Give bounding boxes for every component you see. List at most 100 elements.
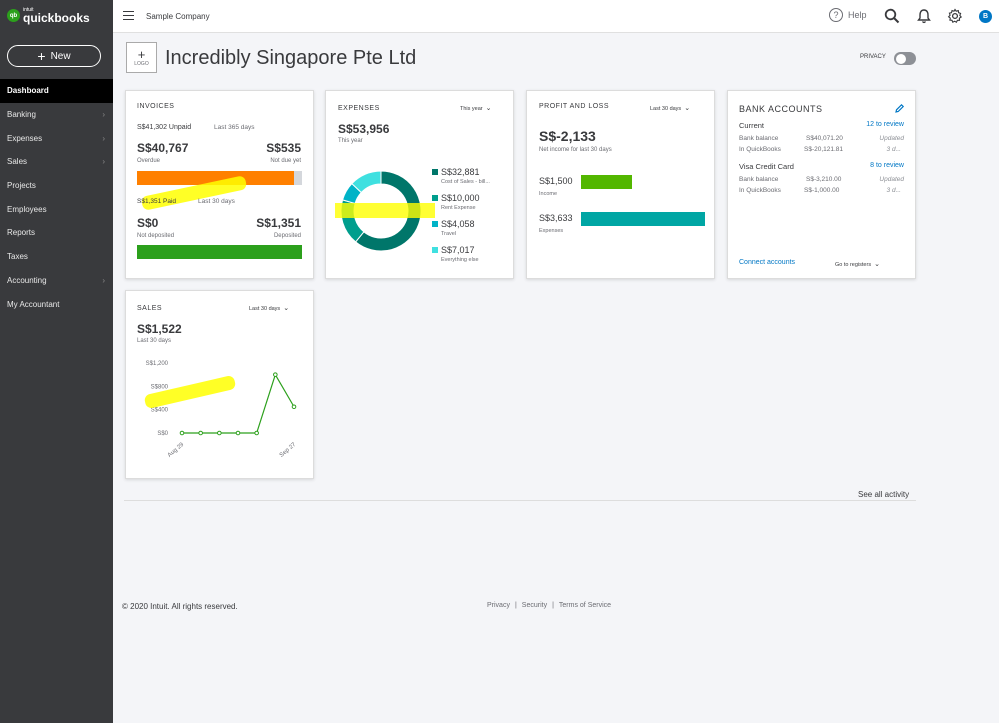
sidebar-item-label: Reports — [7, 228, 36, 238]
expenses-period: This year — [460, 106, 483, 112]
connect-accounts-link[interactable]: Connect accounts — [739, 259, 796, 266]
expenses-title: EXPENSES — [338, 105, 380, 112]
legend-swatch — [432, 247, 438, 253]
privacy-label: PRIVACY — [860, 54, 886, 60]
quickbooks-logo[interactable]: qb intuit quickbooks — [7, 7, 90, 25]
account-name[interactable]: Visa Credit Card — [739, 162, 794, 171]
footer-separator: | — [552, 602, 554, 609]
user-avatar[interactable]: B — [979, 10, 992, 23]
invoices-overdue-amount[interactable]: S$40,767 — [137, 141, 189, 155]
profit-loss-title: PROFIT AND LOSS — [539, 103, 609, 110]
bank-accounts-title: BANK ACCOUNTS — [739, 104, 823, 114]
expenses-total: S$53,956 — [338, 122, 390, 136]
gear-icon[interactable] — [947, 8, 963, 24]
review-link[interactable]: 12 to review — [866, 121, 904, 128]
search-icon[interactable] — [884, 8, 900, 24]
sidebar-item-label: Expenses — [7, 133, 43, 143]
y-tick-label: S$800 — [151, 384, 169, 390]
sidebar-item-employees[interactable]: Employees — [0, 197, 113, 221]
help-label: Help — [848, 10, 867, 20]
donut-slice[interactable] — [351, 170, 382, 194]
legend-label: Cost of Sales - bill... — [441, 179, 490, 185]
legend-amount[interactable]: S$10,000 — [441, 193, 480, 203]
footer-link[interactable]: Privacy — [487, 602, 510, 609]
sales-total: S$1,522 — [137, 322, 182, 336]
sidebar-item-expenses[interactable]: Expenses › — [0, 126, 113, 150]
invoices-deposited-amount[interactable]: S$1,351 — [256, 216, 301, 230]
new-button[interactable]: + New — [7, 45, 101, 67]
data-point[interactable] — [235, 430, 241, 436]
pencil-icon[interactable] — [894, 103, 905, 114]
legend-amount[interactable]: S$4,058 — [441, 219, 475, 229]
footer-link[interactable]: Terms of Service — [558, 602, 612, 609]
review-link[interactable]: 8 to review — [870, 162, 904, 169]
invoices-paid-amount: S$1,351 Paid — [137, 198, 177, 205]
sidebar-item-taxes[interactable]: Taxes — [0, 245, 113, 269]
data-point[interactable] — [254, 430, 259, 436]
sidebar-item-dashboard[interactable]: Dashboard — [0, 79, 113, 103]
legend-amount[interactable]: S$7,017 — [441, 245, 475, 255]
business-name: Incredibly Singapore Pte Ltd — [165, 47, 417, 69]
chevron-down-icon: ⌄ — [874, 261, 880, 268]
plus-icon: + — [137, 46, 146, 62]
highlighter-mark — [335, 203, 435, 218]
data-point[interactable] — [198, 430, 203, 436]
legend-amount[interactable]: S$32,881 — [441, 167, 480, 177]
sidebar-item-sales[interactable]: Sales › — [0, 150, 113, 174]
sidebar-item-accounting[interactable]: Accounting › — [0, 269, 113, 293]
help-button[interactable]: ? Help — [829, 8, 867, 22]
invoices-notdeposited-amount[interactable]: S$0 — [137, 216, 159, 230]
updated-when: 3 d... — [886, 146, 901, 153]
sidebar-item-my-accountant[interactable]: My Accountant — [0, 292, 113, 316]
income-bar[interactable] — [581, 175, 633, 189]
company-name: Sample Company — [146, 12, 210, 21]
invoices-notdue-amount[interactable]: S$535 — [266, 141, 301, 155]
deposited-bar[interactable] — [137, 245, 302, 259]
overdue-bar-fill[interactable] — [137, 171, 294, 185]
invoices-deposited-label: Deposited — [273, 233, 301, 239]
sidebar-item-reports[interactable]: Reports — [0, 221, 113, 245]
chevron-right-icon: › — [102, 275, 105, 285]
bell-icon[interactable] — [916, 8, 932, 24]
add-logo-button[interactable]: + LOGO — [126, 42, 157, 73]
legend-swatch — [432, 195, 438, 201]
account-name[interactable]: Current — [739, 121, 765, 130]
bank-accounts-card: BANK ACCOUNTS Current 12 to review Bank ba… — [727, 90, 916, 279]
data-point[interactable] — [291, 404, 297, 410]
legend-label: Rent Expense — [441, 205, 476, 211]
see-all-activity-link[interactable]: See all activity — [858, 490, 910, 499]
y-tick-label: S$1,200 — [146, 361, 169, 367]
data-point[interactable] — [179, 430, 185, 436]
go-to-registers-dropdown[interactable]: Go to registers ⌄ — [835, 260, 880, 268]
bank-balance-value: S$40,071.20 — [806, 135, 843, 142]
sidebar-item-label: Employees — [7, 204, 47, 214]
top-bar: Sample Company ? Help B — [113, 0, 999, 33]
updated-label: Updated — [879, 176, 904, 183]
data-point[interactable] — [217, 430, 222, 436]
logo-text: quickbooks — [23, 11, 90, 25]
sidebar-item-label: My Accountant — [7, 299, 60, 309]
y-tick-label: S$400 — [151, 408, 169, 414]
sidebar-item-banking[interactable]: Banking › — [0, 103, 113, 127]
unpaid-bar[interactable] — [137, 171, 302, 185]
data-point[interactable] — [273, 372, 278, 377]
invoices-card: INVOICES S$41,302 Unpaid Last 365 days S… — [125, 90, 314, 279]
privacy-toggle[interactable] — [894, 52, 916, 65]
sidebar-item-projects[interactable]: Projects — [0, 174, 113, 198]
sales-period-dropdown[interactable]: Last 30 days ⌄ — [249, 304, 289, 312]
sales-line-chart[interactable]: S$0 S$400 S$800 S$1,200 Aug 29 Sep 27 — [126, 351, 315, 466]
invoices-paid-period: Last 30 days — [198, 198, 235, 205]
net-income-amount: S$-2,133 — [539, 128, 596, 144]
income-amount: S$1,500 — [539, 176, 573, 186]
invoices-unpaid-amount: S$41,302 Unpaid — [137, 124, 192, 131]
sidebar-nav: Dashboard Banking › Expenses › Sales › Projects… — [0, 79, 113, 316]
legend-swatch — [432, 169, 438, 175]
logo-small-text: intuit — [23, 7, 34, 13]
expenses-period-dropdown[interactable]: This year ⌄ — [460, 104, 492, 112]
expenses-bar[interactable] — [581, 212, 705, 226]
hamburger-menu-icon[interactable] — [123, 11, 134, 20]
profit-loss-period-dropdown[interactable]: Last 30 days ⌄ — [650, 104, 690, 112]
footer-link[interactable]: Security — [521, 602, 548, 609]
profit-loss-period: Last 30 days — [650, 106, 682, 112]
qb-logo-icon: qb — [7, 9, 20, 22]
